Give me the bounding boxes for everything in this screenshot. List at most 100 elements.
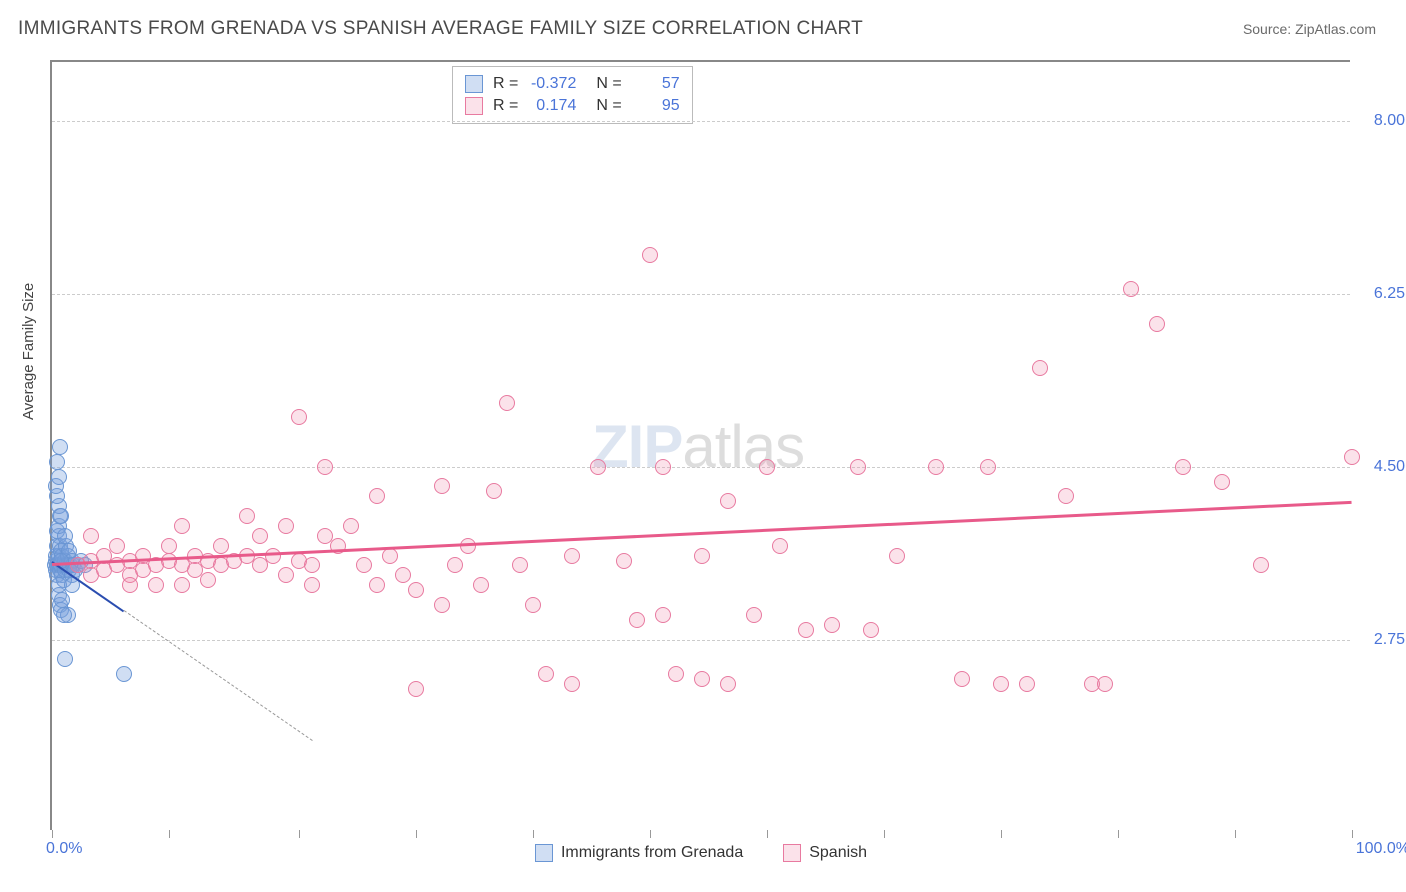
y-tick-label: 2.75 [1374,631,1405,649]
x-tick [1001,830,1002,838]
scatter-point [655,607,671,623]
scatter-point [239,508,255,524]
y-tick-label: 6.25 [1374,285,1405,303]
scatter-point [889,548,905,564]
scatter-point [1214,474,1230,490]
legend-label-2: Spanish [809,844,867,862]
scatter-point [52,439,68,455]
scatter-point [694,548,710,564]
n-label: N = [596,75,621,93]
r-value-1: -0.372 [528,75,576,93]
legend-swatch-pink [465,97,483,115]
scatter-point [54,592,70,608]
gridline [52,640,1350,641]
scatter-point [1175,459,1191,475]
scatter-point [746,607,762,623]
x-tick [650,830,651,838]
scatter-point [564,676,580,692]
scatter-point [863,622,879,638]
scatter-point [1123,281,1139,297]
scatter-point [1149,316,1165,332]
y-tick-label: 4.50 [1374,458,1405,476]
scatter-point [83,528,99,544]
x-axis-max-label: 100.0% [1356,840,1406,858]
legend-item-1: Immigrants from Grenada [535,844,743,862]
n-value-2: 95 [632,97,680,115]
scatter-point [980,459,996,475]
scatter-point [772,538,788,554]
scatter-point [473,577,489,593]
scatter-point [343,518,359,534]
chart-title: IMMIGRANTS FROM GRENADA VS SPANISH AVERA… [18,18,863,40]
y-tick-label: 8.00 [1374,112,1405,130]
scatter-point [291,409,307,425]
scatter-point [265,548,281,564]
legend-label-1: Immigrants from Grenada [561,844,743,862]
scatter-point [53,508,69,524]
scatter-point [564,548,580,564]
scatter-point [798,622,814,638]
scatter-point [434,597,450,613]
scatter-point [1019,676,1035,692]
x-tick [169,830,170,838]
scatter-point [1032,360,1048,376]
r-label: R = [493,97,518,115]
scatter-point [720,676,736,692]
scatter-point [720,493,736,509]
x-tick [767,830,768,838]
scatter-point [629,612,645,628]
source-attribution: Source: ZipAtlas.com [1243,21,1376,37]
scatter-point [122,577,138,593]
n-label: N = [596,97,621,115]
r-value-2: 0.174 [528,97,576,115]
gridline [52,121,1350,122]
series-legend: Immigrants from Grenada Spanish [52,844,1350,862]
trend-line [123,610,312,741]
scatter-point [525,597,541,613]
scatter-point [434,478,450,494]
scatter-point [408,681,424,697]
watermark-part2: atlas [682,413,804,480]
scatter-point [512,557,528,573]
x-tick [52,830,53,838]
scatter-point [616,553,632,569]
legend-swatch-blue [465,75,483,93]
scatter-point [174,518,190,534]
scatter-point [252,528,268,544]
scatter-point [213,538,229,554]
n-value-1: 57 [632,75,680,93]
scatter-point [1344,449,1360,465]
source-prefix: Source: [1243,21,1295,37]
scatter-point [56,607,72,623]
gridline [52,294,1350,295]
legend-swatch-blue [535,844,553,862]
scatter-point [109,538,125,554]
scatter-point [824,617,840,633]
scatter-point [278,518,294,534]
correlation-legend: R = -0.372 N = 57 R = 0.174 N = 95 [452,66,693,124]
scatter-point [304,557,320,573]
legend-item-2: Spanish [783,844,867,862]
scatter-point [174,577,190,593]
scatter-point [1253,557,1269,573]
scatter-point [954,671,970,687]
scatter-point [759,459,775,475]
legend-row-series1: R = -0.372 N = 57 [465,73,680,95]
x-tick [533,830,534,838]
scatter-point [1097,676,1113,692]
x-tick [884,830,885,838]
scatter-point [499,395,515,411]
scatter-point [642,247,658,263]
scatter-point [116,666,132,682]
scatter-point [993,676,1009,692]
scatter-point [486,483,502,499]
scatter-point [369,488,385,504]
scatter-point [1058,488,1074,504]
x-tick [299,830,300,838]
scatter-point [317,459,333,475]
scatter-point [694,671,710,687]
y-axis-label: Average Family Size [20,283,37,420]
scatter-point [538,666,554,682]
scatter-point [148,577,164,593]
gridline [52,467,1350,468]
